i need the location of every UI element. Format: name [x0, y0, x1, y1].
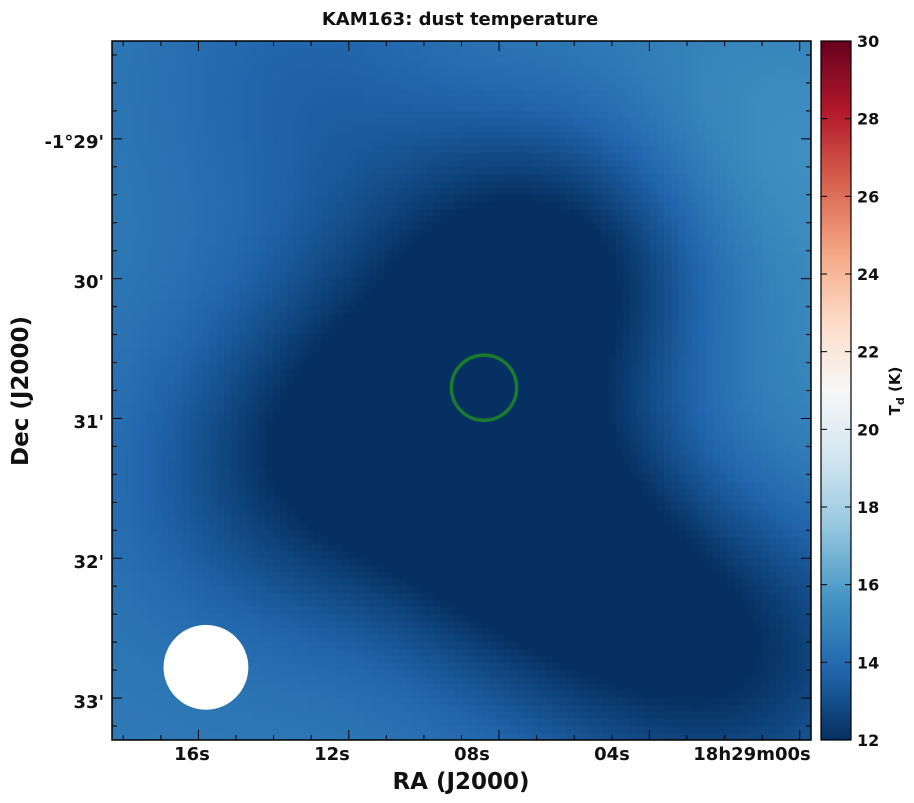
y-tick-label: 33'	[73, 692, 104, 713]
beam-marker	[163, 624, 249, 710]
source-circle-marker	[449, 353, 519, 423]
y-tick-label: 30'	[73, 272, 104, 293]
colorbar-tick-label: 20	[857, 420, 879, 439]
colorbar-tick-label: 16	[857, 576, 879, 595]
colorbar-tick-label: 14	[857, 653, 879, 672]
y-tick-label: 32'	[73, 552, 104, 573]
x-axis-label: RA (J2000)	[392, 769, 529, 795]
chart-title: KAM163: dust temperature	[322, 9, 598, 30]
colorbar-tick-label: 22	[857, 343, 879, 362]
colorbar-label: Td (K)	[886, 367, 907, 416]
colorbar-frame	[820, 40, 852, 741]
x-tick-label: 18h29m00s	[693, 744, 810, 765]
colorbar-tick-label: 26	[857, 187, 879, 206]
colorbar: 12 14 16 18 20 22 24 26 28 30 Td (K)	[820, 32, 907, 750]
x-tick-label: 12s	[314, 744, 350, 765]
colorbar-tick-label: 28	[857, 110, 879, 129]
map-ticks	[112, 41, 811, 740]
y-tick-label: 31'	[73, 412, 104, 433]
x-tick-label: 04s	[594, 744, 630, 765]
colorbar-ticks: 12 14 16 18 20 22 24 26 28 30	[821, 32, 879, 750]
colorbar-tick-label: 30	[857, 32, 879, 51]
y-tick-label: -1°29'	[44, 132, 104, 153]
temperature-map	[112, 41, 811, 740]
colorbar-tick-label: 18	[857, 498, 879, 517]
y-axis-label: Dec (J2000)	[8, 316, 34, 466]
colorbar-tick-label: 24	[857, 265, 879, 284]
colorbar-tick-label: 12	[857, 731, 879, 750]
y-tick-labels: -1°29' 30' 31' 32' 33'	[44, 132, 104, 713]
x-tick-labels: 16s 12s 08s 04s 18h29m00s	[174, 744, 811, 765]
colorbar-gradient	[821, 41, 851, 740]
x-tick-label: 16s	[174, 744, 210, 765]
map-area	[111, 40, 812, 741]
x-tick-label: 08s	[454, 744, 490, 765]
